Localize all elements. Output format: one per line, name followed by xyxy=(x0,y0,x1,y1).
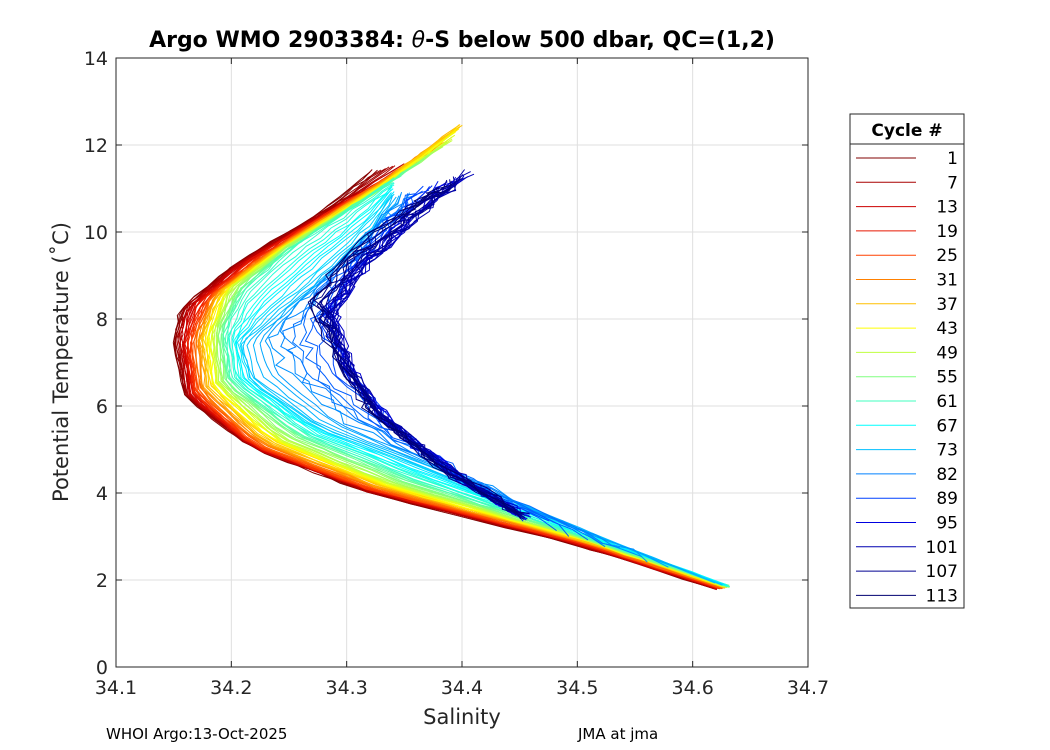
legend-label: 1 xyxy=(947,149,958,169)
legend-label: 25 xyxy=(936,246,958,266)
legend-entries: 1 7 13 19 25 31 37 43 49 55 61 67 73 82 89 95 101 107 113 xyxy=(856,149,958,606)
profile-line xyxy=(211,136,726,588)
legend-label: 13 xyxy=(936,198,958,218)
y-tick-label: 6 xyxy=(96,396,108,418)
x-tick-label: 34.6 xyxy=(672,677,714,699)
profile-line xyxy=(307,189,521,519)
footer-right: JMA at jma xyxy=(578,725,659,743)
axis-ticks: 34.1 34.2 34.3 34.4 34.5 34.6 34.7 0 2 4 6 8 10 12 14 xyxy=(84,48,829,699)
legend-label: 107 xyxy=(926,562,958,582)
legend-label: 43 xyxy=(936,319,958,339)
legend-label: 61 xyxy=(936,392,958,412)
y-tick-label: 0 xyxy=(96,657,108,679)
x-tick-label: 34.1 xyxy=(95,677,137,699)
y-tick-label: 4 xyxy=(96,483,108,505)
legend-label: 95 xyxy=(936,514,958,534)
legend-label: 7 xyxy=(947,173,958,193)
legend-title: Cycle # xyxy=(871,121,942,141)
legend-label: 31 xyxy=(936,271,958,291)
legend-label: 67 xyxy=(936,416,958,436)
x-tick-label: 34.5 xyxy=(556,677,598,699)
x-tick-label: 34.4 xyxy=(441,677,483,699)
profile-line xyxy=(224,177,730,588)
profile-line xyxy=(329,177,522,515)
x-tick-label: 34.7 xyxy=(787,677,829,699)
y-tick-label: 14 xyxy=(84,48,108,70)
footer-left: WHOI Argo:13-Oct-2025 xyxy=(106,725,288,743)
plot-area: 34.1 34.2 34.3 34.4 34.5 34.6 34.7 0 2 4 6 8 10 12 14 xyxy=(84,48,829,699)
legend: Cycle # 1 7 13 19 25 31 37 43 49 55 61 67 73 82 89 95 10… xyxy=(849,113,965,609)
y-tick-label: 10 xyxy=(84,222,108,244)
legend-label: 37 xyxy=(936,295,958,315)
legend-label: 89 xyxy=(936,489,958,509)
profile-line xyxy=(226,179,730,587)
y-tick-label: 8 xyxy=(96,309,108,331)
legend-label: 101 xyxy=(926,538,958,558)
legend-label: 49 xyxy=(936,343,958,363)
legend-label: 82 xyxy=(936,465,958,485)
profile-line xyxy=(316,184,525,520)
chart-title: Argo WMO 2903384: θ-S below 500 dbar, QC… xyxy=(149,28,775,53)
profile-line xyxy=(227,181,728,588)
x-tick-label: 34.2 xyxy=(210,677,252,699)
profile-line xyxy=(319,180,524,518)
x-tick-label: 34.3 xyxy=(326,677,368,699)
legend-label: 113 xyxy=(926,586,958,606)
profile-line xyxy=(313,179,517,515)
x-axis-label: Salinity xyxy=(423,705,501,729)
legend-box xyxy=(849,113,965,609)
y-axis-label: Potential Temperature (˚C) xyxy=(49,222,73,502)
profile-line xyxy=(311,186,525,515)
legend-label: 55 xyxy=(936,368,958,388)
profile-lines xyxy=(172,124,731,591)
legend-label: 19 xyxy=(936,222,958,242)
legend-label: 73 xyxy=(936,441,958,461)
y-tick-label: 12 xyxy=(84,135,108,157)
y-tick-label: 2 xyxy=(96,570,108,592)
